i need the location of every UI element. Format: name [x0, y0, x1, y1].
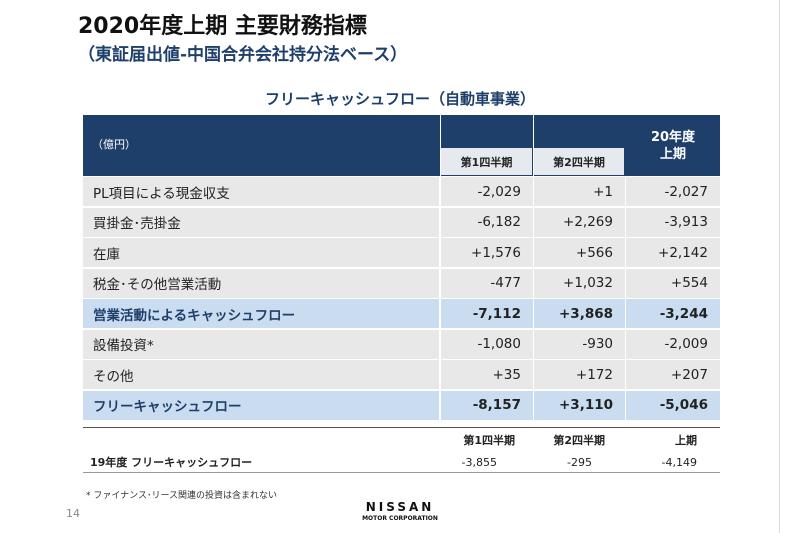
- value-cell: +2,142: [626, 238, 720, 267]
- header-divider: [440, 115, 441, 176]
- column-header: 第2四半期: [534, 148, 624, 175]
- value-cell: -5,046: [626, 390, 720, 420]
- divider: [83, 427, 720, 428]
- row-label: 営業活動によるキャッシュフロー: [83, 299, 439, 328]
- row-label: 設備投資*: [83, 329, 439, 359]
- value-cell: +1: [534, 177, 625, 206]
- value-cell: +207: [626, 360, 720, 389]
- subtitle: （東証届出値-中国合弁会社持分法ベース）: [78, 45, 408, 65]
- prior-column-header: 第1四半期: [463, 434, 515, 447]
- value-cell: +566: [534, 238, 625, 267]
- prior-value: -295: [567, 455, 592, 469]
- value-cell: -2,029: [441, 177, 533, 206]
- value-cell: -1,080: [441, 329, 533, 359]
- page-number: 14: [66, 507, 80, 520]
- value-cell: -3,913: [626, 207, 720, 237]
- value-cell: -2,027: [626, 177, 720, 206]
- prior-column-header: 第2四半期: [553, 434, 605, 447]
- value-cell: -477: [441, 268, 533, 298]
- value-cell: -3,244: [626, 299, 720, 328]
- row-label: フリーキャッシュフロー: [83, 390, 439, 420]
- value-cell: +2,269: [534, 207, 625, 237]
- value-cell: -930: [534, 329, 625, 359]
- prior-value: -3,855: [461, 455, 497, 469]
- table-header: [83, 115, 720, 176]
- table-caption: フリーキャッシュフロー（自動車事業）: [264, 90, 535, 108]
- column-header: 第1四半期: [441, 148, 532, 175]
- value-cell: +172: [534, 360, 625, 389]
- value-cell: -6,182: [441, 207, 533, 237]
- footnote: * ファイナンス･リース関連の投資は含まれない: [86, 491, 278, 501]
- value-cell: +554: [626, 268, 720, 298]
- row-label: 買掛金･売掛金: [83, 207, 439, 237]
- edge-line: [779, 0, 780, 533]
- row-label: 税金･その他営業活動: [83, 268, 439, 298]
- column-header: 20年度 上期: [650, 129, 696, 162]
- header-divider: [533, 115, 534, 176]
- prior-column-header: 上期: [675, 434, 697, 447]
- title: 2020年度上期 主要財務指標: [78, 14, 367, 39]
- unit-label: （億円）: [92, 138, 136, 151]
- value-cell: +3,110: [534, 390, 625, 420]
- value-cell: +3,868: [534, 299, 625, 328]
- value-cell: +1,032: [534, 268, 625, 298]
- row-label: 在庫: [83, 238, 439, 267]
- divider: [83, 472, 720, 473]
- value-cell: +35: [441, 360, 533, 389]
- value-cell: -2,009: [626, 329, 720, 359]
- prior-value: -4,149: [661, 455, 697, 469]
- row-label: その他: [83, 360, 439, 389]
- value-cell: -7,112: [441, 299, 533, 328]
- row-label: PL項目による現金収支: [83, 177, 439, 206]
- value-cell: +1,576: [441, 238, 533, 267]
- value-cell: -8,157: [441, 390, 533, 420]
- logo-subtitle: MOTOR CORPORATION: [362, 515, 438, 522]
- logo-name: NISSAN: [365, 500, 435, 514]
- prior-row-label: 19年度 フリーキャッシュフロー: [90, 456, 253, 469]
